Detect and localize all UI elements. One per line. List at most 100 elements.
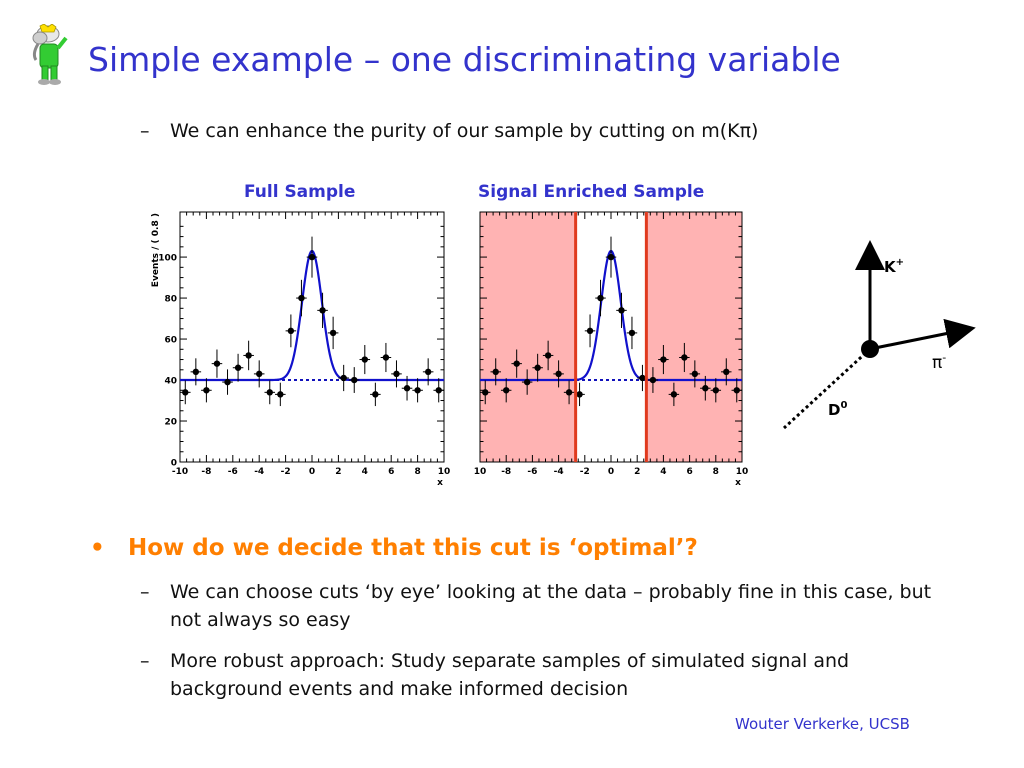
data-point: [253, 360, 265, 388]
data-point: [285, 314, 297, 348]
data-marker: [319, 307, 326, 314]
piminus-label: π-: [932, 351, 946, 373]
sub-bullet-2-text: More robust approach: Study separate sam…: [170, 650, 850, 700]
data-marker: [245, 352, 252, 359]
data-marker: [670, 391, 678, 398]
data-marker: [414, 387, 421, 394]
decay-diagram: K+ π- D0: [782, 240, 976, 430]
sub-bullet-1-text: We can choose cuts ‘by eye’ looking at t…: [170, 581, 932, 631]
data-point: [433, 378, 444, 403]
y-axis-label: Events / ( 0.8 ): [151, 213, 161, 287]
data-point: [232, 353, 244, 382]
data-point: [359, 344, 371, 375]
data-point: [721, 358, 732, 386]
y-tick-label: 100: [158, 254, 177, 264]
data-marker: [266, 389, 273, 396]
data-point: [391, 360, 402, 388]
data-point: [521, 369, 533, 395]
data-marker: [555, 370, 562, 378]
x-tick-label: 4: [660, 467, 666, 477]
footer-author: Wouter Verkerke, UCSB: [735, 715, 910, 733]
x-tick-label: 2: [335, 467, 341, 477]
data-marker: [203, 387, 210, 394]
x-tick-label: -6: [228, 467, 238, 477]
data-point: [616, 292, 627, 328]
data-point: [306, 236, 318, 278]
data-marker: [534, 364, 541, 371]
data-marker: [234, 364, 242, 371]
data-marker: [482, 389, 489, 396]
data-marker: [586, 327, 594, 335]
data-marker: [213, 360, 221, 367]
plot-signal-enriched: 10 -8 -6 -4 -2 0 2 4 6 8 10x: [474, 211, 749, 488]
elephant-mascot-icon: [32, 24, 68, 85]
data-point: [542, 340, 554, 371]
data-marker: [503, 387, 510, 394]
data-marker: [660, 356, 667, 363]
data-marker: [435, 387, 442, 394]
data-marker: [565, 389, 573, 396]
slide-title: Simple example – one discriminating vari…: [88, 40, 841, 79]
data-point: [211, 349, 223, 378]
data-marker: [492, 368, 499, 376]
data-point: [348, 367, 360, 393]
data-point: [700, 375, 711, 401]
data-point: [584, 314, 596, 348]
data-marker: [723, 368, 730, 376]
data-marker: [649, 376, 657, 384]
excluded-region-right: [646, 212, 742, 462]
data-point: [201, 378, 212, 403]
data-marker: [424, 368, 432, 376]
x-tick-label: 8: [414, 467, 420, 477]
x-axis-label: x: [735, 478, 741, 488]
data-marker: [340, 374, 347, 382]
data-point: [296, 279, 307, 317]
data-point: [605, 236, 617, 278]
x-tick-label: -2: [281, 467, 291, 477]
data-marker: [287, 327, 295, 335]
data-marker: [224, 378, 231, 386]
y-tick-label: 20: [164, 418, 177, 428]
x-tick-label: 10: [474, 467, 487, 477]
main-bullet-text: How do we decide that this cut is ‘optim…: [128, 535, 698, 561]
data-marker: [298, 294, 305, 302]
data-point: [658, 344, 669, 375]
decay-vertex: [861, 340, 879, 358]
data-point: [412, 378, 423, 403]
data-marker: [607, 253, 615, 261]
data-point: [338, 364, 349, 392]
data-point: [401, 375, 413, 401]
x-tick-label: 0: [309, 467, 315, 477]
x-tick-label: 10: [438, 467, 451, 477]
data-marker: [192, 368, 200, 376]
data-marker: [523, 378, 531, 386]
data-point: [511, 349, 522, 378]
data-marker: [712, 387, 719, 394]
data-point: [626, 316, 638, 350]
dash-bullet: –: [140, 581, 150, 603]
x-tick-label: 10: [736, 467, 749, 477]
data-point: [563, 380, 575, 405]
data-marker: [382, 354, 390, 361]
data-point: [243, 340, 254, 371]
data-marker: [351, 376, 358, 384]
data-point: [679, 342, 690, 373]
data-point: [264, 380, 276, 405]
y-tick-label: 80: [164, 295, 177, 305]
intro-label: We can enhance the purity of our sample …: [170, 120, 759, 142]
plot-title-enriched: Signal Enriched Sample: [478, 182, 705, 202]
data-point: [480, 380, 491, 405]
data-marker: [639, 374, 646, 382]
data-point: [370, 382, 381, 407]
data-point: [532, 353, 543, 382]
data-point: [275, 382, 286, 407]
plot-title-full: Full Sample: [244, 182, 356, 202]
data-point: [668, 382, 680, 407]
x-tick-label: -8: [501, 467, 511, 477]
y-tick-label: 60: [164, 336, 177, 346]
piminus-track: [869, 318, 976, 351]
data-point: [180, 380, 191, 405]
plot-full-sample: 0 20 40 60 80 100 -10 -8 -6 -4 -2 0 2 4 6 8 10x Events / …: [151, 211, 451, 488]
intro-text: – We can enhance the purity of our sampl…: [140, 117, 759, 145]
data-point: [222, 369, 233, 395]
